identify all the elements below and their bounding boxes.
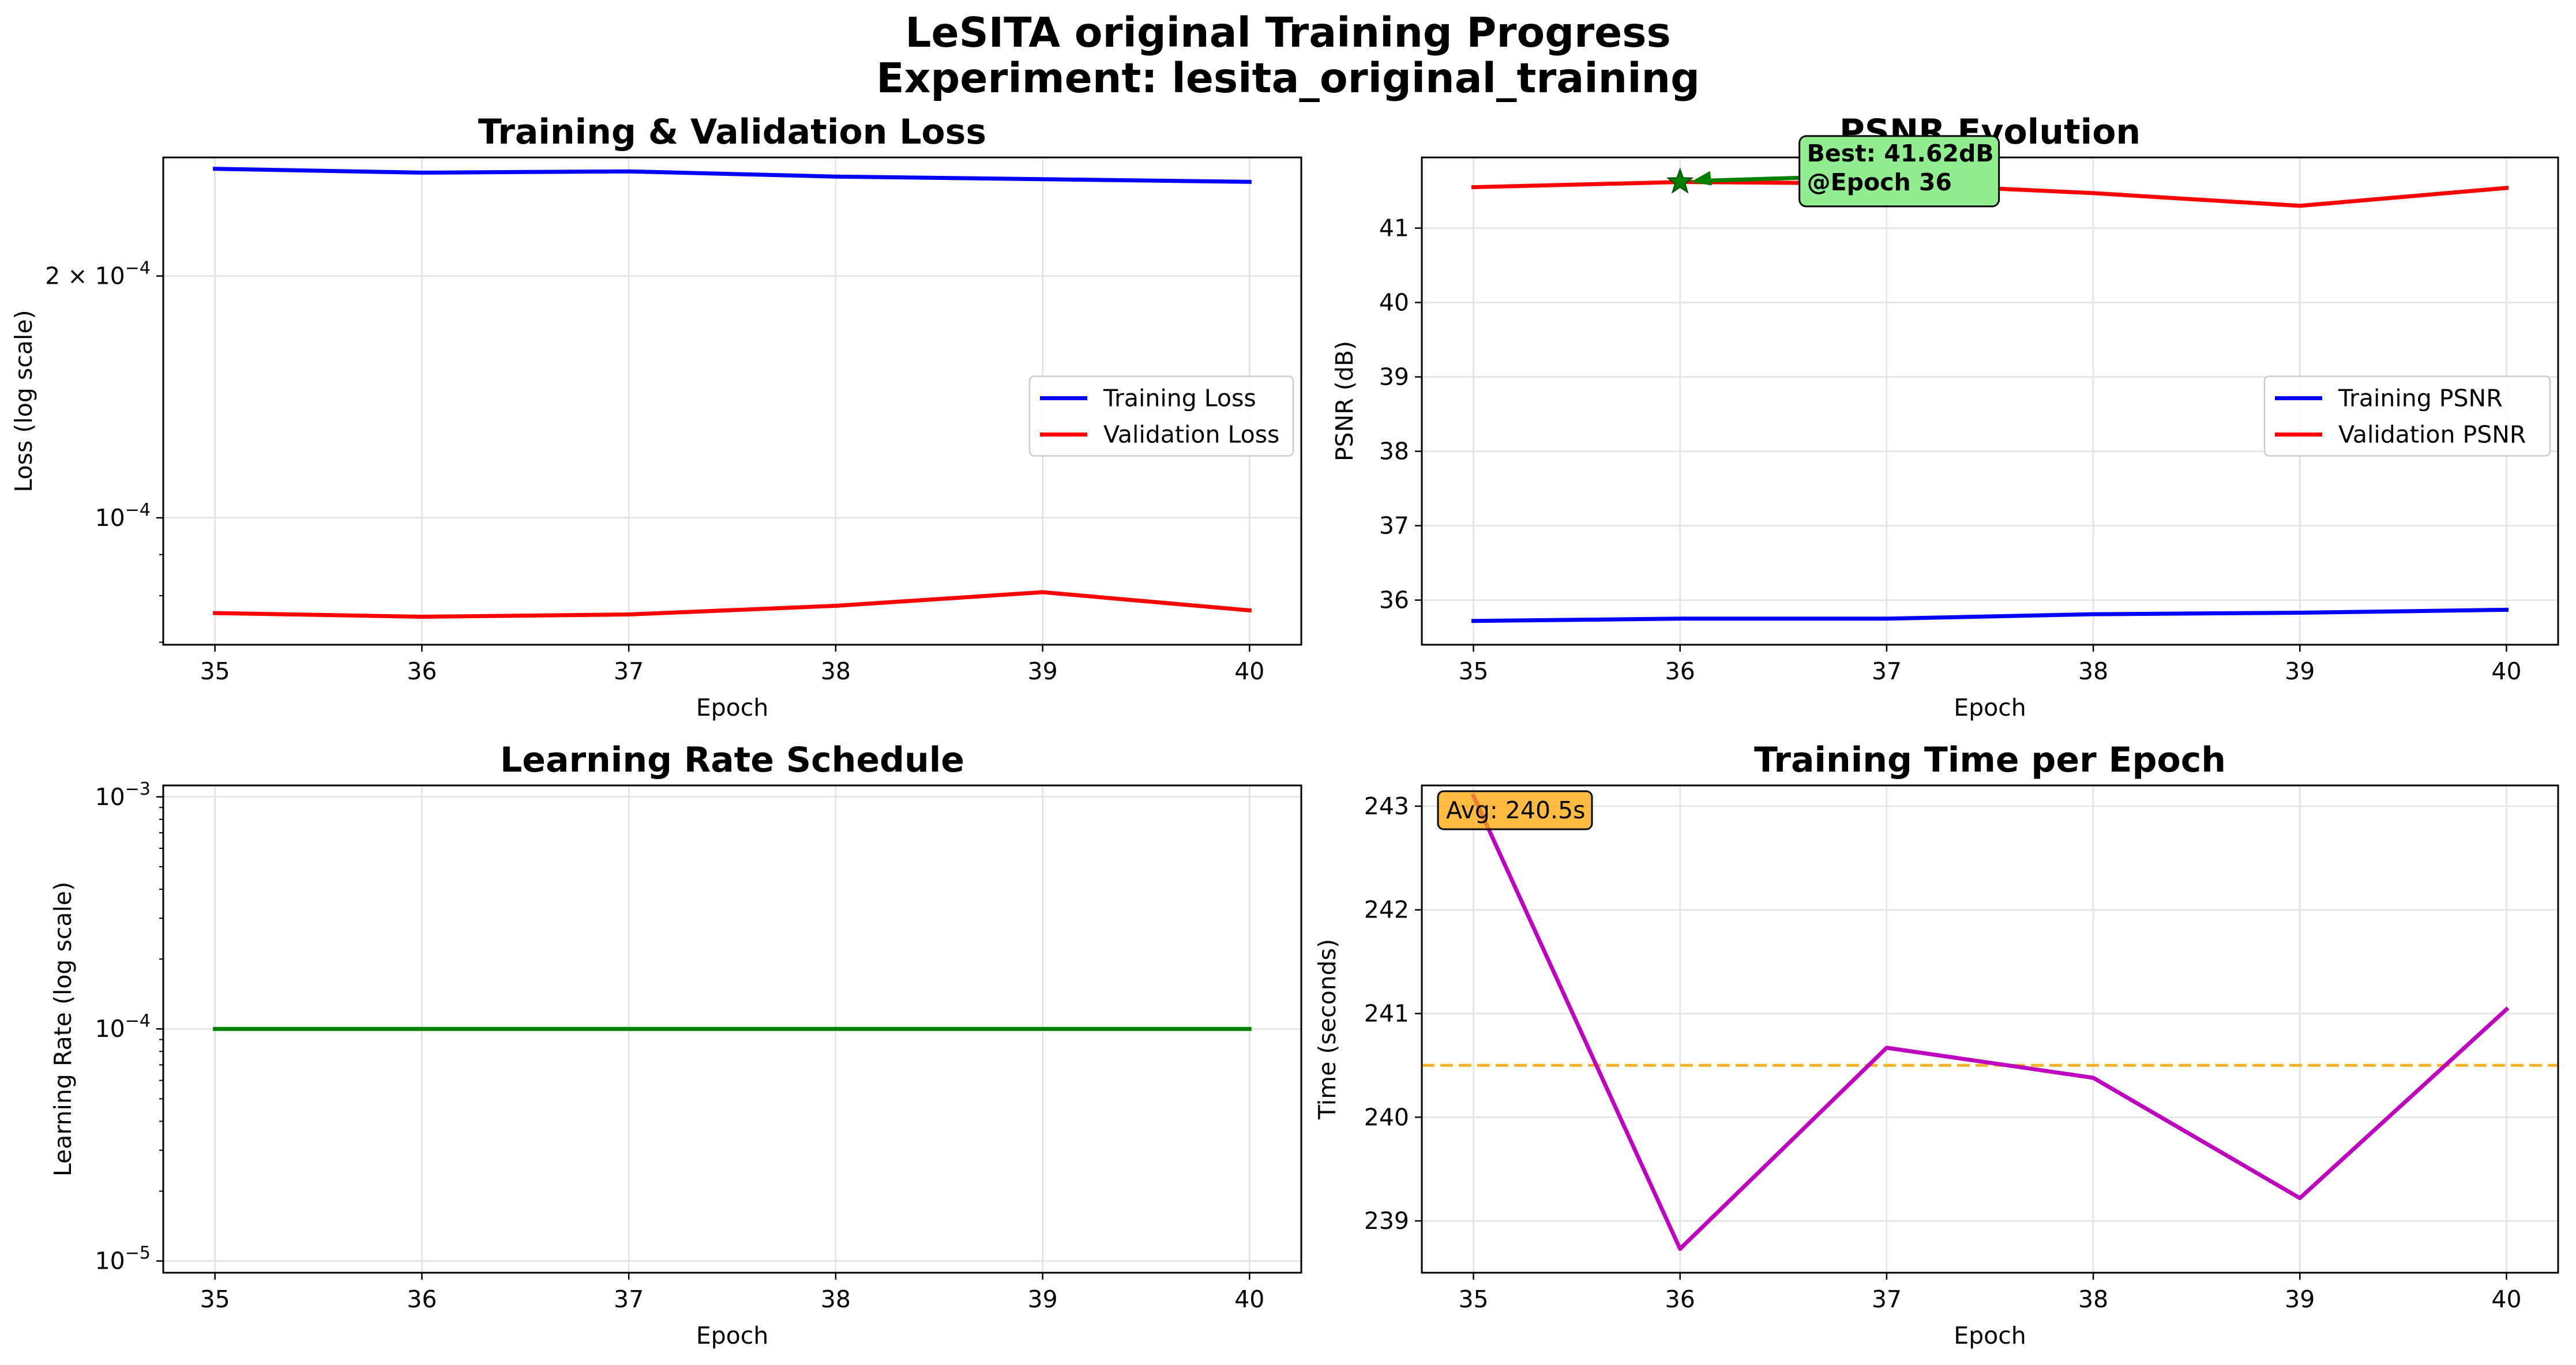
y-tick-label: 41	[1379, 215, 1409, 242]
x-tick-label: 35	[1458, 1285, 1488, 1313]
x-tick-label: 36	[407, 657, 437, 685]
annotation-text: Avg: 240.5s	[1446, 796, 1586, 824]
y-tick-label: 241	[1364, 1000, 1409, 1028]
y-tick-label: 242	[1364, 896, 1409, 924]
y-tick-label: 2 × 10−4	[45, 258, 151, 290]
y-axis-label: Learning Rate (log scale)	[49, 882, 77, 1176]
panel-time: 35 36 37 38 39 40 239 240 241 242 243 Training Time…	[1313, 740, 2559, 1349]
x-tick-label: 36	[1665, 1285, 1695, 1313]
legend-label-1: Validation Loss	[1103, 421, 1279, 449]
x-axis-label: Epoch	[696, 1322, 769, 1349]
annotation-line-0: Best: 41.62dB	[1807, 140, 1994, 167]
legend: Training Loss Validation Loss	[1028, 375, 1294, 457]
y-tick-exponent: −4	[125, 258, 151, 279]
figure-title-line-2: Experiment: lesita_original_training	[876, 54, 1700, 102]
y-axis-label: PSNR (dB)	[1331, 341, 1358, 461]
y-tick-label: 10−5	[95, 1243, 151, 1275]
y-tick-exponent: −3	[125, 779, 151, 799]
legend-box	[1028, 375, 1294, 457]
y-tick-base: 10	[95, 1015, 125, 1043]
x-tick-label: 39	[2285, 657, 2315, 685]
y-tick-label: 40	[1379, 289, 1409, 317]
annotation-arrowhead	[1690, 171, 1712, 186]
panel-title: Training Time per Epoch	[1754, 740, 2226, 780]
x-tick-label: 37	[614, 1285, 644, 1313]
x-tick-label: 35	[200, 1285, 230, 1313]
annotation-box	[1798, 135, 2000, 208]
x-tick-label: 38	[821, 657, 851, 685]
panel-title: Training & Validation Loss	[478, 112, 986, 152]
y-tick-base: 10	[95, 504, 125, 532]
x-tick-label: 40	[2491, 657, 2521, 685]
y-tick-label: 240	[1364, 1103, 1409, 1131]
x-tick-label: 38	[2078, 657, 2108, 685]
y-axis-label: Loss (log scale)	[10, 310, 37, 492]
y-tick-label: 239	[1364, 1207, 1409, 1235]
x-tick-label: 40	[1234, 1285, 1264, 1313]
x-tick-label: 39	[2285, 1285, 2315, 1313]
x-tick-label: 40	[1234, 657, 1264, 685]
x-tick-label: 36	[407, 1285, 437, 1313]
y-tick-label: 36	[1379, 586, 1409, 614]
best-star-marker	[1666, 167, 1694, 194]
axes-frame	[1421, 784, 2559, 1274]
average-annotation: Avg: 240.5s	[1437, 790, 1593, 830]
x-axis-label: Epoch	[696, 694, 769, 721]
legend-box	[2263, 375, 2551, 457]
series-line-0	[213, 167, 1252, 184]
y-tick-exponent: −4	[125, 1011, 151, 1031]
annotation-box	[1437, 790, 1593, 830]
y-tick-label: 38	[1379, 438, 1409, 465]
x-tick-label: 35	[200, 657, 230, 685]
x-axis-label: Epoch	[1954, 1322, 2026, 1349]
y-tick-base: 2 × 10	[45, 262, 125, 290]
y-tick-label: 10−4	[95, 500, 151, 532]
annotation-line-1: @Epoch 36	[1807, 168, 1952, 196]
figure-title-line-1: LeSITA original Training Progress	[905, 9, 1671, 57]
y-tick-exponent: −5	[125, 1243, 151, 1264]
y-tick-label: 37	[1379, 512, 1409, 540]
x-axis-label: Epoch	[1954, 694, 2026, 721]
y-axis-label: Time (seconds)	[1313, 939, 1341, 1120]
x-tick-label: 39	[1028, 1285, 1058, 1313]
x-tick-label: 36	[1665, 657, 1695, 685]
panel-title: Learning Rate Schedule	[500, 740, 964, 780]
y-tick-label: 39	[1379, 363, 1409, 391]
legend-label-0: Training Loss	[1103, 385, 1256, 412]
y-tick-base: 10	[95, 1247, 125, 1275]
x-tick-label: 40	[2491, 1285, 2521, 1313]
best-annotation: Best: 41.62dB@Epoch 36	[1666, 135, 2000, 208]
legend-label-0: Training PSNR	[2338, 385, 2503, 412]
x-tick-label: 39	[1028, 657, 1058, 685]
x-tick-label: 37	[1872, 657, 1902, 685]
x-tick-label: 38	[821, 1285, 851, 1313]
y-tick-exponent: −4	[125, 500, 151, 520]
x-tick-label: 37	[614, 657, 644, 685]
series-line-1	[213, 590, 1252, 619]
y-tick-label: 10−3	[95, 779, 151, 811]
y-tick-base: 10	[95, 783, 125, 811]
series-line-0	[1470, 793, 2510, 1251]
y-tick-label: 10−4	[95, 1011, 151, 1043]
annotation-arrow	[1698, 175, 1809, 183]
legend-label-1: Validation PSNR	[2338, 421, 2526, 449]
x-tick-label: 37	[1872, 1285, 1902, 1313]
legend: Training PSNR Validation PSNR	[2263, 375, 2551, 457]
axes-frame	[162, 156, 1302, 646]
x-tick-label: 38	[2078, 1285, 2108, 1313]
series-line-0	[1471, 607, 2509, 623]
y-tick-label: 243	[1364, 792, 1409, 820]
x-tick-label: 35	[1458, 657, 1488, 685]
